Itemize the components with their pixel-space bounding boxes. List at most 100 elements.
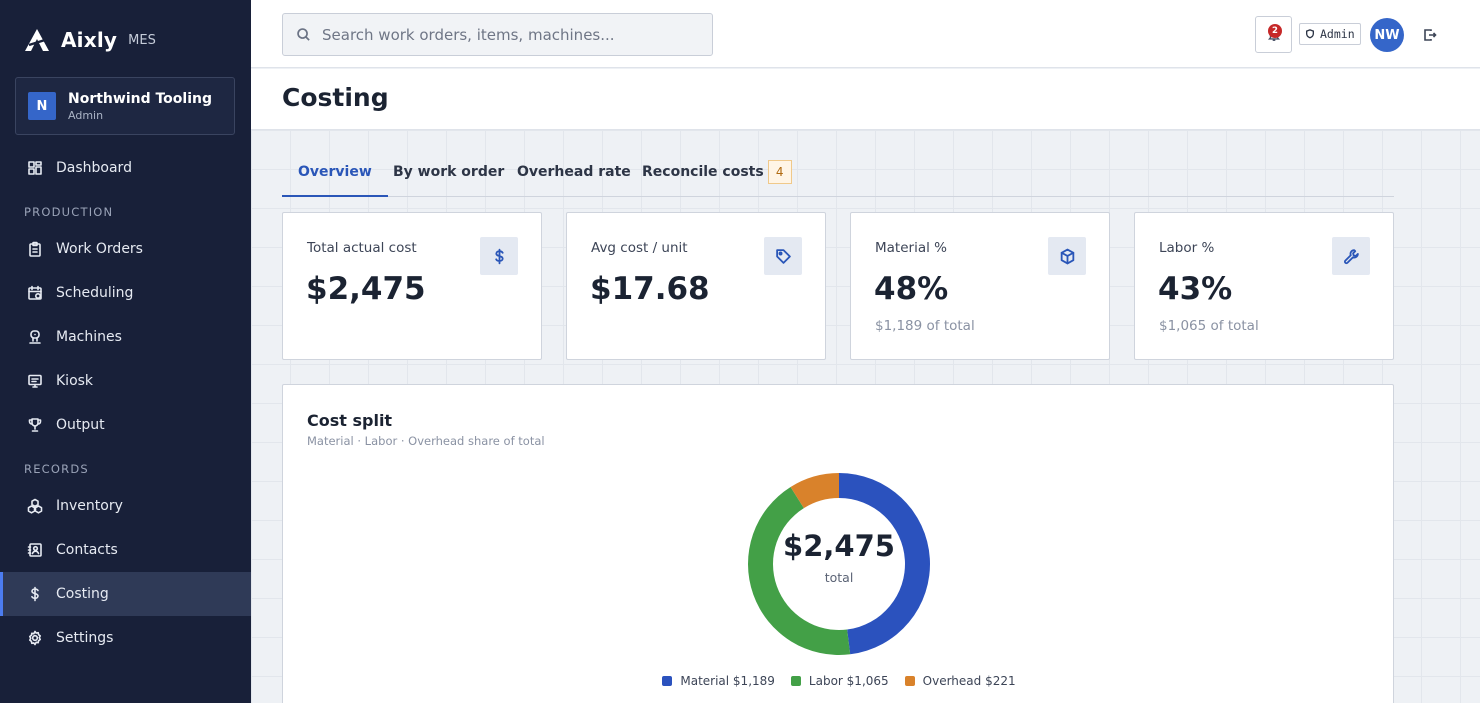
tab-label: Reconcile costs — [642, 164, 764, 180]
donut-center-label: total — [824, 570, 854, 585]
legend-label: Material $1,189 — [680, 674, 775, 688]
sidebar-item-label: Scheduling — [56, 285, 134, 301]
donut-slice-material — [839, 473, 930, 655]
gear-icon — [27, 630, 43, 646]
org-switcher[interactable]: N Northwind Tooling Admin — [15, 77, 235, 135]
kpi-card-labor-percent: Labor % 43% $1,065 of total — [1134, 212, 1394, 360]
section-label-production: PRODUCTION — [24, 205, 114, 219]
sidebar-item-label: Inventory — [56, 498, 123, 514]
wrench-icon — [1332, 237, 1370, 275]
notification-count-badge: 2 — [1268, 24, 1282, 38]
chart-title: Cost split — [307, 411, 393, 430]
sidebar-item-scheduling[interactable]: Scheduling — [0, 271, 251, 315]
sidebar-item-costing[interactable]: Costing — [0, 572, 251, 616]
page-header: Costing — [251, 69, 1480, 130]
legend-item-labor: Labor $1,065 — [790, 674, 889, 688]
box-icon — [1048, 237, 1086, 275]
dashboard-icon — [27, 160, 43, 176]
tab-by-work-order[interactable]: By work order — [393, 148, 504, 196]
reconcile-count-badge: 4 — [767, 160, 792, 184]
dollar-icon — [27, 586, 43, 602]
tag-icon — [764, 237, 802, 275]
sidebar-item-work-orders[interactable]: Work Orders — [0, 227, 251, 271]
sidebar-item-dashboard[interactable]: Dashboard — [0, 146, 251, 190]
search-input[interactable] — [322, 25, 702, 44]
legend-item-overhead: Overhead $221 — [904, 674, 1016, 688]
machine-icon — [27, 329, 43, 345]
donut-center-value: $2,475 — [783, 529, 895, 563]
sidebar-item-inventory[interactable]: Inventory — [0, 484, 251, 528]
trophy-icon — [27, 417, 43, 433]
dollar-icon — [480, 237, 518, 275]
user-avatar[interactable]: NW — [1370, 18, 1404, 52]
kpi-card-avg-cost-per-unit: Avg cost / unit $17.68 — [566, 212, 826, 360]
logout-button[interactable] — [1423, 27, 1437, 41]
sidebar-item-kiosk[interactable]: Kiosk — [0, 359, 251, 403]
sidebar-item-machines[interactable]: Machines — [0, 315, 251, 359]
section-label-records: RECORDS — [24, 462, 89, 476]
legend-swatch — [904, 676, 915, 686]
legend-label: Overhead $221 — [922, 674, 1016, 688]
tab-reconcile-costs[interactable]: Reconcile costs 4 — [642, 148, 792, 196]
page-title: Costing — [282, 83, 389, 112]
donut-slice-overhead — [790, 473, 839, 509]
legend-label: Labor $1,065 — [808, 674, 889, 688]
legend-item-material: Material $1,189 — [662, 674, 775, 688]
brand[interactable]: Aixly MES — [24, 26, 156, 54]
tab-bar: Overview By work order Overhead rate Rec… — [282, 148, 1394, 197]
notifications-button[interactable]: 2 — [1255, 16, 1292, 53]
kpi-sub: $1,189 of total — [875, 318, 975, 334]
search-icon — [297, 28, 310, 41]
role-chip: Admin — [1299, 23, 1361, 45]
kpi-value: $2,475 — [306, 271, 426, 307]
sidebar-item-label: Settings — [56, 630, 114, 646]
kpi-card-total-actual-cost: Total actual cost $2,475 — [282, 212, 542, 360]
legend-swatch — [662, 676, 673, 686]
sidebar-item-label: Dashboard — [56, 160, 132, 176]
topbar: 2 Admin NW — [251, 0, 1480, 68]
kpi-label: Total actual cost — [307, 240, 417, 256]
tab-label: Overhead rate — [517, 164, 631, 180]
brand-product: MES — [128, 32, 156, 48]
chart-legend: Material $1,189 Labor $1,065 Overhead $2… — [283, 674, 1395, 688]
contacts-icon — [27, 542, 43, 558]
kpi-label: Labor % — [1159, 240, 1215, 256]
sidebar-item-label: Kiosk — [56, 373, 94, 389]
kpi-sub: $1,065 of total — [1159, 318, 1259, 334]
kpi-value: $17.68 — [590, 271, 710, 307]
shield-icon — [1306, 29, 1314, 39]
brand-logo-icon — [25, 29, 49, 51]
kpi-value: 43% — [1158, 271, 1233, 307]
sidebar-item-settings[interactable]: Settings — [0, 616, 251, 660]
logout-icon — [1424, 29, 1437, 41]
search-box[interactable] — [282, 13, 713, 56]
sidebar-item-label: Contacts — [56, 542, 118, 558]
kpi-label: Avg cost / unit — [591, 240, 688, 256]
sidebar-item-label: Work Orders — [56, 241, 143, 257]
sidebar-item-label: Machines — [56, 329, 122, 345]
cost-split-card: Cost split Material · Labor · Overhead s… — [282, 384, 1394, 703]
tab-label: Overview — [298, 163, 372, 180]
sidebar-item-label: Output — [56, 417, 105, 433]
cost-split-donut-chart — [748, 473, 930, 655]
brand-name: Aixly — [61, 28, 118, 52]
kpi-label: Material % — [875, 240, 947, 256]
calendar-icon — [27, 285, 43, 301]
tab-label: By work order — [393, 164, 505, 180]
clipboard-icon — [27, 241, 43, 257]
boxes-icon — [27, 498, 43, 514]
donut-slice-labor — [748, 486, 851, 655]
sidebar: Aixly MES N Northwind Tooling Admin Dash… — [0, 0, 251, 703]
tab-overview[interactable]: Overview — [282, 148, 388, 197]
sidebar-item-output[interactable]: Output — [0, 403, 251, 447]
kpi-card-material-percent: Material % 48% $1,189 of total — [850, 212, 1110, 360]
role-chip-label: Admin — [1320, 27, 1355, 41]
monitor-icon — [27, 373, 43, 389]
org-name: Northwind Tooling — [68, 90, 213, 107]
kpi-value: 48% — [874, 271, 949, 307]
org-avatar: N — [28, 92, 56, 120]
tab-overhead-rate[interactable]: Overhead rate — [517, 148, 631, 196]
legend-swatch — [790, 676, 801, 686]
sidebar-item-contacts[interactable]: Contacts — [0, 528, 251, 572]
org-role: Admin — [68, 108, 104, 122]
